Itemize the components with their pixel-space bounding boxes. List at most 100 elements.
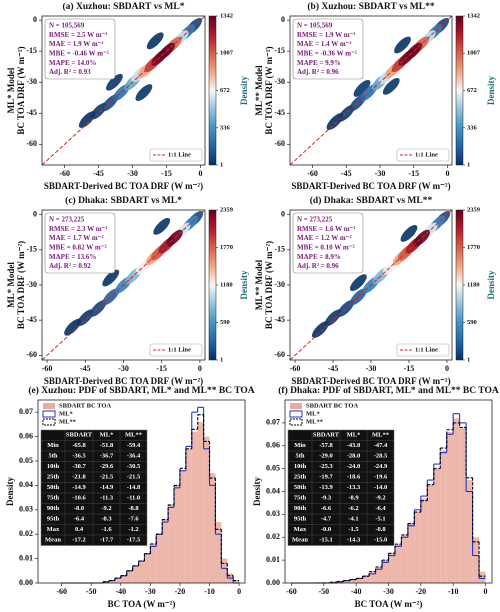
table-cell: -14.3 bbox=[347, 537, 361, 544]
table-cell: -21.5 bbox=[100, 474, 114, 481]
hist-bar bbox=[138, 561, 145, 583]
hist-bar bbox=[446, 432, 454, 583]
table-cell: 25th bbox=[294, 474, 307, 481]
x-tick-label: -40 bbox=[115, 587, 126, 596]
y-tick-label: 0.03 bbox=[266, 509, 280, 518]
x-tick-label: -30 bbox=[366, 364, 377, 373]
hist-bar bbox=[174, 485, 180, 583]
stat-text: Adj. R² = 0.96 bbox=[297, 68, 339, 76]
legend-box bbox=[396, 148, 450, 162]
colorbar bbox=[455, 15, 464, 166]
colorbar bbox=[455, 209, 464, 361]
table-cell: 50th bbox=[47, 484, 60, 491]
stat-text: N = 273,225 bbox=[297, 216, 333, 224]
table-cell: -30.5 bbox=[127, 463, 141, 470]
hexbin-cell bbox=[146, 32, 164, 50]
colorbar-tick-label: 1 bbox=[467, 356, 470, 363]
hist-bar bbox=[375, 566, 383, 583]
colorbar-tick-label: 336 bbox=[220, 124, 231, 131]
colorbar-tick-label: 1180 bbox=[220, 281, 233, 288]
table-cell: -11.3 bbox=[100, 495, 114, 502]
legend-label: ML* bbox=[59, 410, 73, 417]
table-cell: 10th bbox=[47, 463, 60, 470]
stats-box bbox=[44, 18, 116, 80]
x-tick-label: -45 bbox=[328, 364, 339, 373]
table-cell: Mean bbox=[292, 537, 308, 544]
x-tick-label: 0 bbox=[237, 587, 241, 596]
x-tick-label: -60 bbox=[59, 169, 70, 178]
y-tick-label: -60 bbox=[274, 350, 285, 359]
table-header: SBDART bbox=[313, 432, 340, 439]
hist-bar bbox=[382, 560, 389, 583]
table-cell: -29.0 bbox=[319, 453, 333, 460]
table-cell: -15.1 bbox=[319, 537, 333, 544]
table-cell: 5th bbox=[48, 453, 57, 460]
legend-label: 1:1 Line bbox=[415, 346, 438, 353]
table-cell: -1.2 bbox=[128, 526, 138, 533]
legend-swatch bbox=[42, 410, 56, 418]
x-tick-label: -60 bbox=[307, 169, 318, 178]
stat-text: MAE = 1.2 W m⁻² bbox=[297, 234, 351, 242]
table-cell: -1.5 bbox=[348, 526, 359, 533]
hist-bar bbox=[414, 512, 421, 583]
hist-bar bbox=[388, 553, 395, 583]
hist-bar bbox=[407, 523, 415, 583]
stat-text: MBE = 0.10 W m⁻² bbox=[297, 244, 355, 252]
one-to-one-line bbox=[41, 15, 206, 166]
table-cell: -21.5 bbox=[127, 474, 141, 481]
x-tick-label: -20 bbox=[416, 587, 427, 596]
x-tick-label: -50 bbox=[318, 587, 329, 596]
table-header: ML* bbox=[347, 432, 361, 439]
table-cell: -9.2 bbox=[375, 495, 385, 502]
y-axis-label: BC TOA DRF (W m⁻²) bbox=[264, 46, 274, 134]
hist-bar bbox=[114, 578, 121, 583]
colorbar-tick-label: 1770 bbox=[220, 244, 233, 251]
hist-bar bbox=[185, 448, 192, 583]
table-cell: -28.5 bbox=[374, 453, 388, 460]
plot-frame bbox=[41, 15, 206, 166]
hist-bar bbox=[343, 580, 350, 583]
x-tick-label: -15 bbox=[156, 364, 167, 373]
hist-bar bbox=[108, 580, 115, 583]
colorbar-label: Density bbox=[239, 76, 249, 105]
colorbar-tick-label: 1007 bbox=[467, 50, 481, 57]
hist-bar bbox=[221, 558, 228, 583]
hist-bar bbox=[103, 581, 109, 583]
table-cell: -17.2 bbox=[72, 537, 86, 544]
y-tick-label: 0.06 bbox=[266, 441, 280, 450]
hist-bar bbox=[126, 570, 133, 583]
x-tick-label: -15 bbox=[161, 169, 172, 178]
y-axis-label: Density bbox=[5, 477, 15, 506]
colorbar-tick-label: 1007 bbox=[220, 50, 234, 57]
y-tick-label: -15 bbox=[274, 245, 285, 254]
legend-swatch bbox=[43, 403, 55, 409]
stat-text: MBE = -0.36 W m⁻² bbox=[297, 50, 357, 58]
legend-label: 1:1 Line bbox=[415, 151, 438, 158]
stat-text: RMSE = 1.9 W m⁻² bbox=[297, 31, 355, 39]
plot-frame bbox=[37, 399, 246, 584]
x-tick-label: 0 bbox=[446, 169, 450, 178]
hexbin-cell bbox=[349, 274, 367, 292]
table-cell: -4.1 bbox=[348, 516, 358, 523]
stat-text: MBE = 0.82 W m⁻² bbox=[49, 244, 107, 252]
hist-bar bbox=[420, 498, 428, 583]
hist-bar bbox=[440, 450, 447, 583]
table-cell: 90th bbox=[294, 505, 307, 512]
table-cell: -24.9 bbox=[374, 463, 388, 470]
hist-bar bbox=[401, 534, 408, 583]
table-cell: -11.0 bbox=[127, 495, 140, 502]
y-tick-label: -15 bbox=[274, 46, 285, 55]
table-header: SBDART bbox=[66, 432, 93, 439]
panel-title: (d) Dhaka: SBDART vs ML** bbox=[310, 195, 433, 206]
table-cell: -24.0 bbox=[347, 463, 361, 470]
table-header: ML** bbox=[125, 432, 142, 439]
table-cell: -15.0 bbox=[374, 537, 388, 544]
y-tick-label: 0.02 bbox=[266, 532, 280, 541]
table-cell: 10th bbox=[294, 463, 307, 470]
hexbin-cell bbox=[413, 229, 431, 247]
hist-bar bbox=[191, 431, 198, 583]
colorbar-tick-label: 1 bbox=[220, 356, 223, 363]
hexbin-cell bbox=[382, 77, 400, 95]
table-cell: -14.0 bbox=[374, 484, 388, 491]
